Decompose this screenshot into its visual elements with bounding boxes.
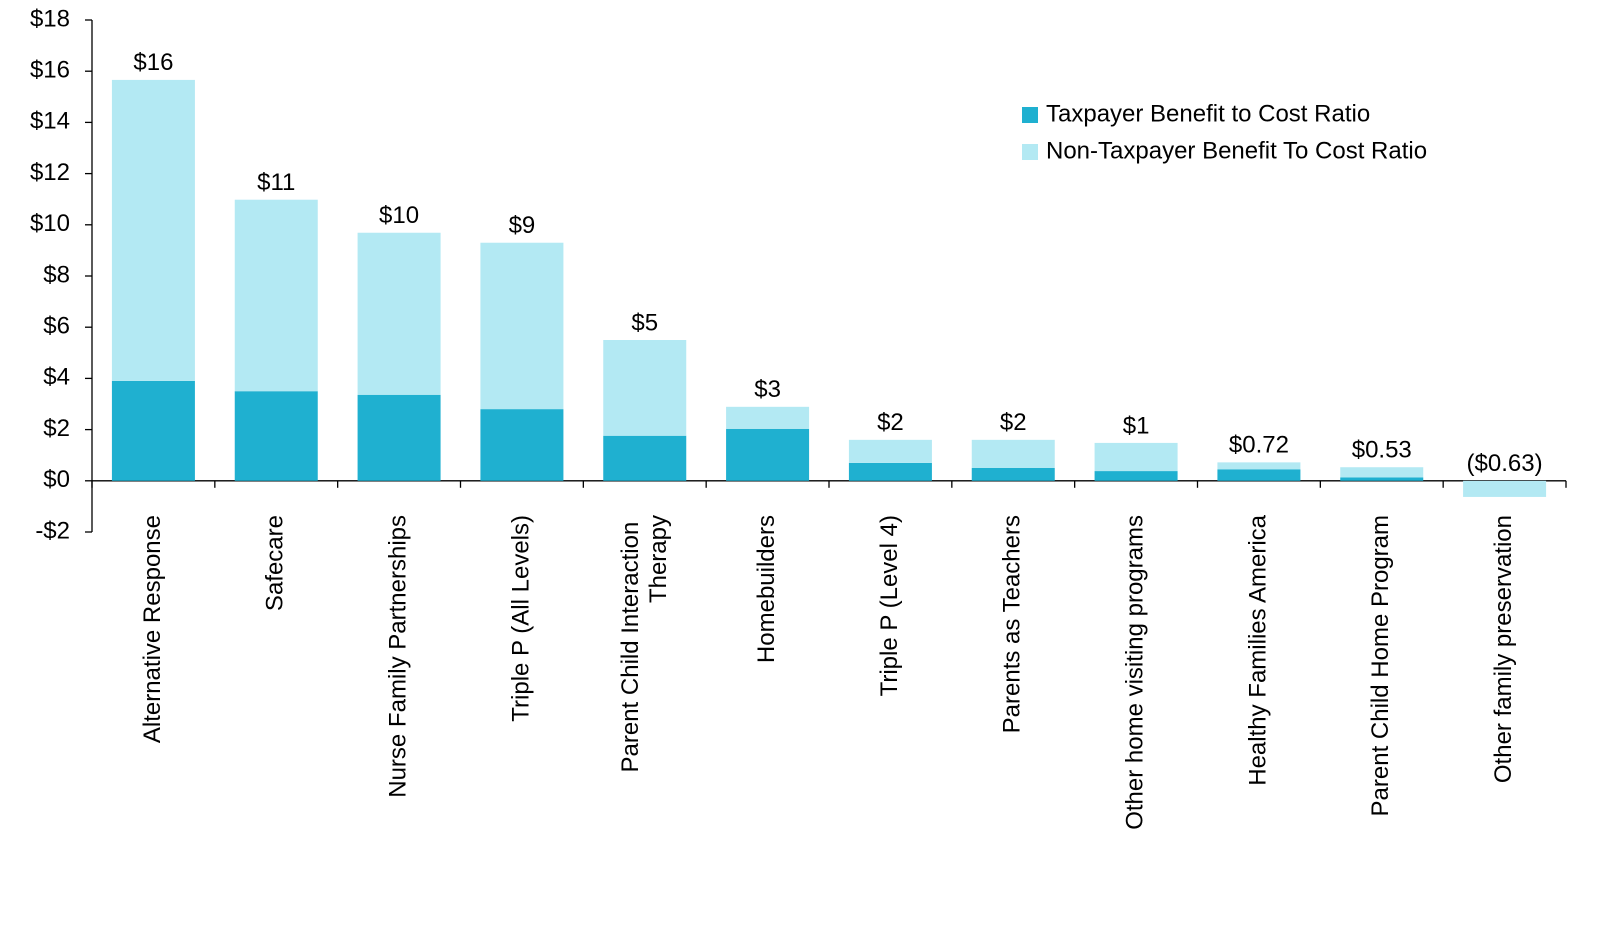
- y-tick-label: $16: [30, 57, 70, 84]
- x-tick-label: Alternative Response: [139, 515, 166, 743]
- y-tick-label: $0: [43, 466, 70, 493]
- y-tick-label: $18: [30, 5, 70, 32]
- y-tick-label: $10: [30, 210, 70, 237]
- bar-segment: [1463, 480, 1547, 497]
- y-tick-label: -$2: [35, 517, 70, 544]
- legend-swatch: [1022, 107, 1038, 123]
- legend-label: Non-Taxpayer Benefit To Cost Ratio: [1046, 137, 1427, 164]
- bar-segment: [726, 406, 810, 429]
- legend-swatch: [1022, 144, 1038, 160]
- bar-segment: [480, 409, 564, 481]
- x-tick-label: Parents as Teachers: [999, 515, 1026, 733]
- y-tick-label: $2: [43, 415, 70, 442]
- x-tick-label: Triple P (All Levels): [507, 515, 534, 722]
- label-line: Therapy: [645, 515, 672, 603]
- bar-segment: [480, 242, 564, 410]
- y-tick-label: $8: [43, 261, 70, 288]
- bar-segment: [111, 380, 195, 481]
- bar-segment: [1217, 469, 1301, 481]
- y-tick-label: $6: [43, 313, 70, 340]
- bar-segment: [603, 435, 687, 481]
- x-tick-label: Triple P (Level 4): [876, 515, 903, 696]
- x-tick-label: Other family preservation: [1490, 515, 1517, 783]
- x-tick-label: Parent Child Home Program: [1367, 515, 1394, 816]
- total-label: $2: [1000, 409, 1027, 436]
- total-label: $0.72: [1229, 432, 1289, 459]
- bar-segment: [357, 394, 441, 481]
- total-label: $1: [1123, 412, 1150, 439]
- bar-segment: [1094, 471, 1178, 481]
- total-label: $10: [379, 202, 419, 229]
- bar-segment: [1094, 442, 1178, 472]
- bar-segment: [1340, 477, 1424, 481]
- x-tick-label: Other home visiting programs: [1121, 515, 1148, 830]
- y-tick-label: $4: [43, 364, 70, 391]
- total-label: $16: [133, 49, 173, 76]
- total-label: $9: [509, 212, 536, 239]
- x-tick-label: Homebuilders: [753, 515, 780, 663]
- x-tick-label: Healthy Families America: [1244, 514, 1271, 785]
- x-tick-label: Nurse Family Partnerships: [384, 515, 411, 798]
- total-label: $2: [877, 409, 904, 436]
- bar-segment: [357, 232, 441, 395]
- bar-segment: [603, 340, 687, 436]
- total-label: $0.53: [1352, 437, 1412, 464]
- x-tick-label: Safecare: [262, 515, 289, 611]
- bar-segment: [1340, 467, 1424, 478]
- bar-segment: [971, 439, 1055, 468]
- bar-segment: [234, 391, 318, 481]
- bar-segment: [1217, 462, 1301, 470]
- bar-segment: [234, 199, 318, 392]
- y-tick-label: $14: [30, 108, 70, 135]
- total-label: $11: [257, 169, 295, 196]
- total-label: $3: [754, 376, 781, 403]
- legend-label: Taxpayer Benefit to Cost Ratio: [1046, 100, 1370, 127]
- bar-segment: [111, 79, 195, 381]
- bar-segment: [726, 428, 810, 481]
- label-line: Parent Child Interaction: [617, 515, 644, 772]
- total-label: ($0.63): [1467, 450, 1543, 477]
- x-tick-label: Parent Child Interaction Therapy: [617, 515, 672, 772]
- bar-segment: [848, 439, 932, 463]
- y-tick-label: $12: [30, 159, 70, 186]
- bar-segment: [971, 468, 1055, 481]
- total-label: $5: [631, 309, 658, 336]
- bar-segment: [848, 462, 932, 481]
